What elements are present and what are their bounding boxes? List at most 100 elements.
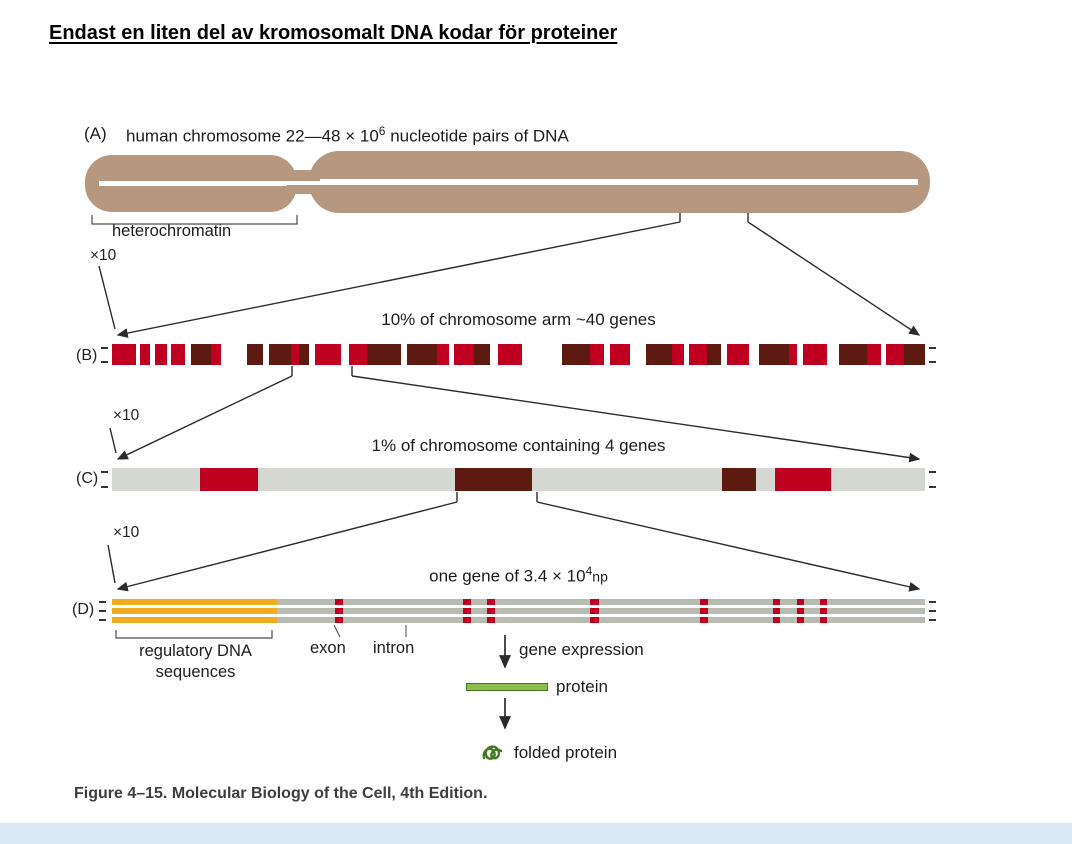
folded-protein-icon [482, 745, 503, 760]
exon-mark [463, 599, 471, 623]
bar-b-segment [839, 344, 867, 365]
bar-b-segment [401, 344, 407, 365]
slide-title: Endast en liten del av kromosomalt DNA k… [49, 22, 618, 44]
zoom-x10-label-3: ×10 [113, 524, 140, 541]
bar-b-segment [867, 344, 881, 365]
exon-mark [700, 599, 708, 623]
regulatory-bracket [115, 630, 273, 639]
bar-b-segment [803, 344, 827, 365]
bar-b-segment [522, 344, 562, 365]
gene-expression-label: gene expression [519, 640, 644, 659]
bar-b-segment [291, 344, 299, 365]
exon-mark [590, 599, 599, 623]
bar-b-segment [789, 344, 797, 365]
bar-b-segment [171, 344, 185, 365]
bar-b-segment [672, 344, 684, 365]
bar-b-segment [562, 344, 590, 365]
bar-b-segment [349, 344, 367, 365]
bar-b-segment [315, 344, 341, 365]
gene-block [775, 468, 831, 491]
bar-b-segment [827, 344, 839, 365]
panel-d-label: (D) [72, 601, 95, 618]
exon-mark [797, 599, 804, 623]
bar-b-segment [881, 344, 886, 365]
gene-block [200, 468, 258, 491]
bar-b-segment [150, 344, 155, 365]
bar-b-segment [112, 344, 136, 365]
bar-b-segment [247, 344, 263, 365]
bar-b-segment [263, 344, 269, 365]
bar-b-segment [684, 344, 689, 365]
bar-b-segment [299, 344, 309, 365]
exon-mark [820, 599, 827, 623]
bar-b-segment [407, 344, 437, 365]
protein-label: protein [556, 677, 608, 696]
heterochromatin-label: heterochromatin [112, 222, 232, 240]
bar-b-segment [646, 344, 672, 365]
intron-label: intron [373, 639, 415, 657]
panel-a-caption-exponent: 6 [378, 124, 386, 138]
bar-b-segment [759, 344, 789, 365]
bar-b-segment [630, 344, 646, 365]
bar-b-segment [221, 344, 247, 365]
zoom-x10-label-1: ×10 [90, 247, 117, 264]
panel-a-caption: human chromosome 22—48 × 106 nucleotide … [126, 124, 569, 147]
gene-block [722, 468, 756, 491]
panel-d-caption: one gene of 3.4 × 104np [112, 564, 925, 587]
panel-d-caption-text: one gene of 3.4 × 10 [429, 566, 586, 586]
bar-b-segment [167, 344, 171, 365]
bar-b-segment [140, 344, 150, 365]
bar-b-segment [367, 344, 377, 365]
bar-b-segment [341, 344, 349, 365]
exon-mark [773, 599, 780, 623]
panel-a-label: (A) [84, 124, 107, 143]
bar-b-segment [689, 344, 707, 365]
panel-a-caption-text: human chromosome 22—48 × 10 [126, 126, 379, 146]
panel-b-caption: 10% of chromosome arm ~40 genes [381, 310, 656, 329]
bar-b-segment [590, 344, 604, 365]
strand-separator [112, 605, 925, 608]
bar-b-segment [610, 344, 630, 365]
bar-b-segment [136, 344, 140, 365]
panel-a-caption-suffix: nucleotide pairs of DNA [385, 126, 569, 146]
chromosome-illustration [85, 151, 930, 213]
folded-protein-label: folded protein [514, 743, 618, 762]
panel-b-label: (B) [76, 347, 98, 364]
strand-separator [112, 614, 925, 617]
bar-b-segment [904, 344, 925, 365]
exon-mark [487, 599, 495, 623]
bar-b-segment [749, 344, 759, 365]
regulatory-region [112, 599, 277, 623]
exon-mark [335, 599, 343, 623]
bar-b [112, 344, 925, 365]
bar-b-segment [185, 344, 191, 365]
bar-b-segment [449, 344, 454, 365]
bar-b-segment [721, 344, 727, 365]
protein-bar [466, 683, 548, 691]
bar-b-segment [191, 344, 211, 365]
bar-b-segment [454, 344, 474, 365]
bar-b-segment [886, 344, 904, 365]
bar-b-segment [727, 344, 749, 365]
bar-b-segment [707, 344, 721, 365]
panel-d-caption-unit: np [592, 568, 608, 585]
bottom-strip [0, 823, 1072, 844]
gene-block [455, 468, 532, 491]
bar-b-segment [797, 344, 803, 365]
bar-b-segment [604, 344, 610, 365]
bar-b-segment [377, 344, 401, 365]
bar-c [112, 468, 925, 491]
bar-b-segment [498, 344, 522, 365]
bar-b-segment [269, 344, 291, 365]
zoom-x10-label-2: ×10 [113, 407, 140, 424]
bar-b-segment [437, 344, 449, 365]
exon-label: exon [310, 639, 346, 657]
panel-c-label: (C) [76, 470, 99, 487]
figure-caption: Figure 4–15. Molecular Biology of the Ce… [74, 785, 488, 802]
bar-b-segment [474, 344, 490, 365]
bar-d [112, 599, 925, 623]
bar-b-segment [309, 344, 315, 365]
regulatory-label-line1: regulatory DNA [139, 642, 252, 660]
regulatory-label-line2: sequences [155, 663, 236, 682]
